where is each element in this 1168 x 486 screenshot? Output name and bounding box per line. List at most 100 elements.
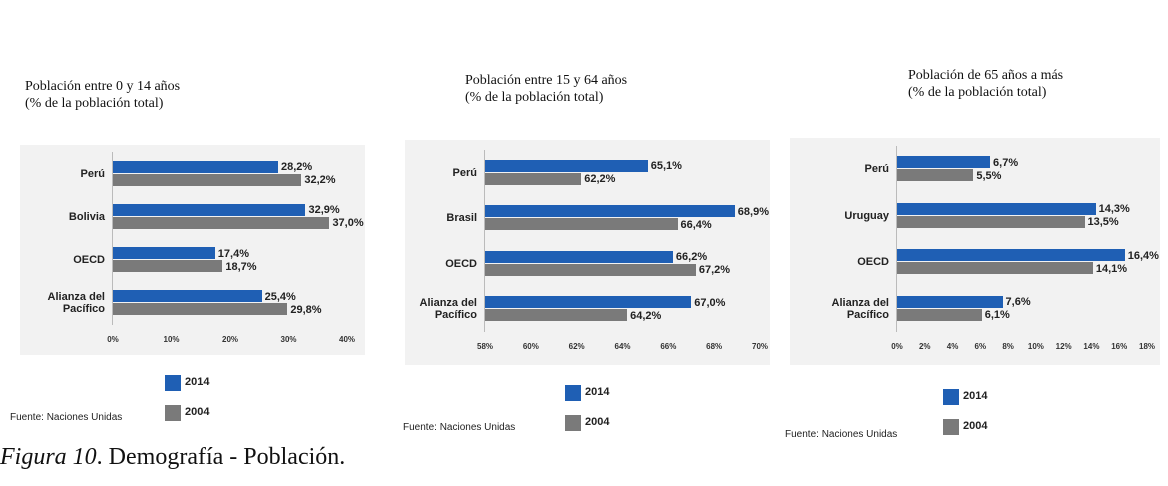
x-tick-label: 12% [1055, 342, 1072, 351]
value-label: 65,1% [650, 160, 682, 173]
chart-title: Población entre 15 y 64 años [465, 73, 628, 88]
bar [897, 262, 1093, 275]
x-tick-label: 40% [338, 335, 356, 344]
value-label: 28,2% [280, 161, 313, 174]
legend-swatch [943, 419, 959, 435]
axis-line [484, 150, 485, 332]
bar [897, 308, 982, 321]
value-label: 5,5% [976, 169, 1002, 182]
bar [897, 215, 1085, 228]
x-tick-label: 18% [1138, 342, 1156, 351]
bar [897, 202, 1096, 215]
x-tick-label: 62% [568, 342, 585, 351]
value-label: 14,1% [1095, 262, 1128, 275]
value-label: 68,9% [737, 205, 769, 218]
category-label: Alianza del Pacífico [831, 296, 889, 321]
x-tick-label: 16% [1111, 342, 1128, 351]
bar [113, 303, 288, 316]
x-tick-label: 70% [751, 342, 769, 351]
value-label: 18,7% [225, 260, 257, 273]
bar [113, 247, 215, 260]
bar [113, 216, 330, 229]
caption: Figura 10. Demografía - Población. [0, 444, 345, 471]
value-label: 16,4% [1127, 249, 1159, 262]
category-label: Uruguay [844, 209, 889, 222]
x-tick-label: 4% [946, 342, 959, 351]
value-label: 17,4% [217, 247, 249, 260]
bar [485, 309, 628, 322]
value-label: 66,4% [680, 218, 712, 231]
legend-label: 2004 [963, 420, 988, 432]
value-label: 64,2% [630, 309, 662, 322]
value-label: 67,2% [698, 264, 731, 277]
legend-swatch [165, 405, 181, 421]
category-label: Perú [864, 163, 889, 176]
chart-title: Población entre 0 y 14 años [25, 79, 181, 94]
legend-swatch [565, 385, 581, 401]
x-tick-label: 58% [476, 342, 494, 351]
bar [485, 218, 678, 231]
legend-label: 2014 [185, 376, 210, 388]
x-tick-label: 60% [522, 342, 539, 351]
x-tick-label: 14% [1083, 342, 1100, 351]
chart-subtitle: (% de la población total) [908, 85, 1047, 100]
value-label: 37,0% [332, 217, 364, 230]
value-label: 14,3% [1098, 203, 1130, 216]
bar [485, 205, 735, 218]
source: Fuente: Naciones Unidas [403, 422, 516, 433]
value-label: 67,0% [694, 296, 726, 309]
category-label: Brasil [446, 212, 477, 225]
bar [897, 249, 1125, 262]
legend-swatch [565, 415, 581, 431]
bar [485, 172, 582, 185]
x-tick-label: 8% [1002, 342, 1014, 351]
source: Fuente: Naciones Unidas [785, 429, 898, 440]
legend-label: 2014 [963, 390, 988, 402]
bar [113, 290, 262, 303]
category-label: Alianza del Pacífico [47, 291, 105, 316]
bar [897, 169, 974, 182]
x-tick-label: 6% [974, 342, 987, 351]
value-label: 62,2% [584, 173, 616, 186]
bar [113, 203, 306, 216]
axis-line [896, 146, 897, 332]
value-label: 6,1% [984, 309, 1010, 322]
value-label: 29,8% [290, 303, 322, 316]
chart-title: Población de 65 años a más [908, 68, 1064, 83]
bar [113, 260, 223, 273]
x-tick-label: 0% [891, 342, 903, 351]
x-tick-label: 20% [221, 335, 239, 344]
category-label: OECD [73, 254, 105, 267]
source: Fuente: Naciones Unidas [10, 412, 123, 423]
x-tick-label: 10% [1027, 342, 1044, 351]
bar [897, 156, 991, 169]
value-label: 25,4% [264, 290, 296, 303]
bar [113, 173, 302, 186]
x-tick-label: 64% [614, 342, 631, 351]
caption-label: Figura 10 [0, 444, 97, 470]
value-label: 32,9% [308, 204, 340, 217]
category-label: Perú [80, 167, 105, 180]
legend-label: 2004 [185, 406, 210, 418]
category-label: OECD [857, 256, 889, 269]
value-label: 66,2% [675, 251, 708, 264]
value-label: 13,5% [1087, 216, 1119, 229]
x-tick-label: 68% [706, 342, 723, 351]
legend-label: 2014 [585, 386, 610, 398]
category-label: Alianza del Pacífico [419, 297, 477, 322]
legend-swatch [165, 375, 181, 391]
bar [485, 263, 696, 276]
x-tick-label: 66% [660, 342, 677, 351]
value-label: 6,7% [993, 156, 1019, 169]
x-tick-label: 10% [163, 335, 180, 344]
chart-subtitle: (% de la población total) [25, 96, 164, 111]
bar [113, 160, 278, 173]
legend-swatch [943, 389, 959, 405]
legend-label: 2004 [585, 416, 610, 428]
category-label: Bolivia [68, 210, 105, 223]
bar [485, 159, 648, 172]
x-tick-label: 0% [107, 335, 119, 344]
bar [485, 296, 692, 309]
value-label: 32,2% [304, 174, 336, 187]
